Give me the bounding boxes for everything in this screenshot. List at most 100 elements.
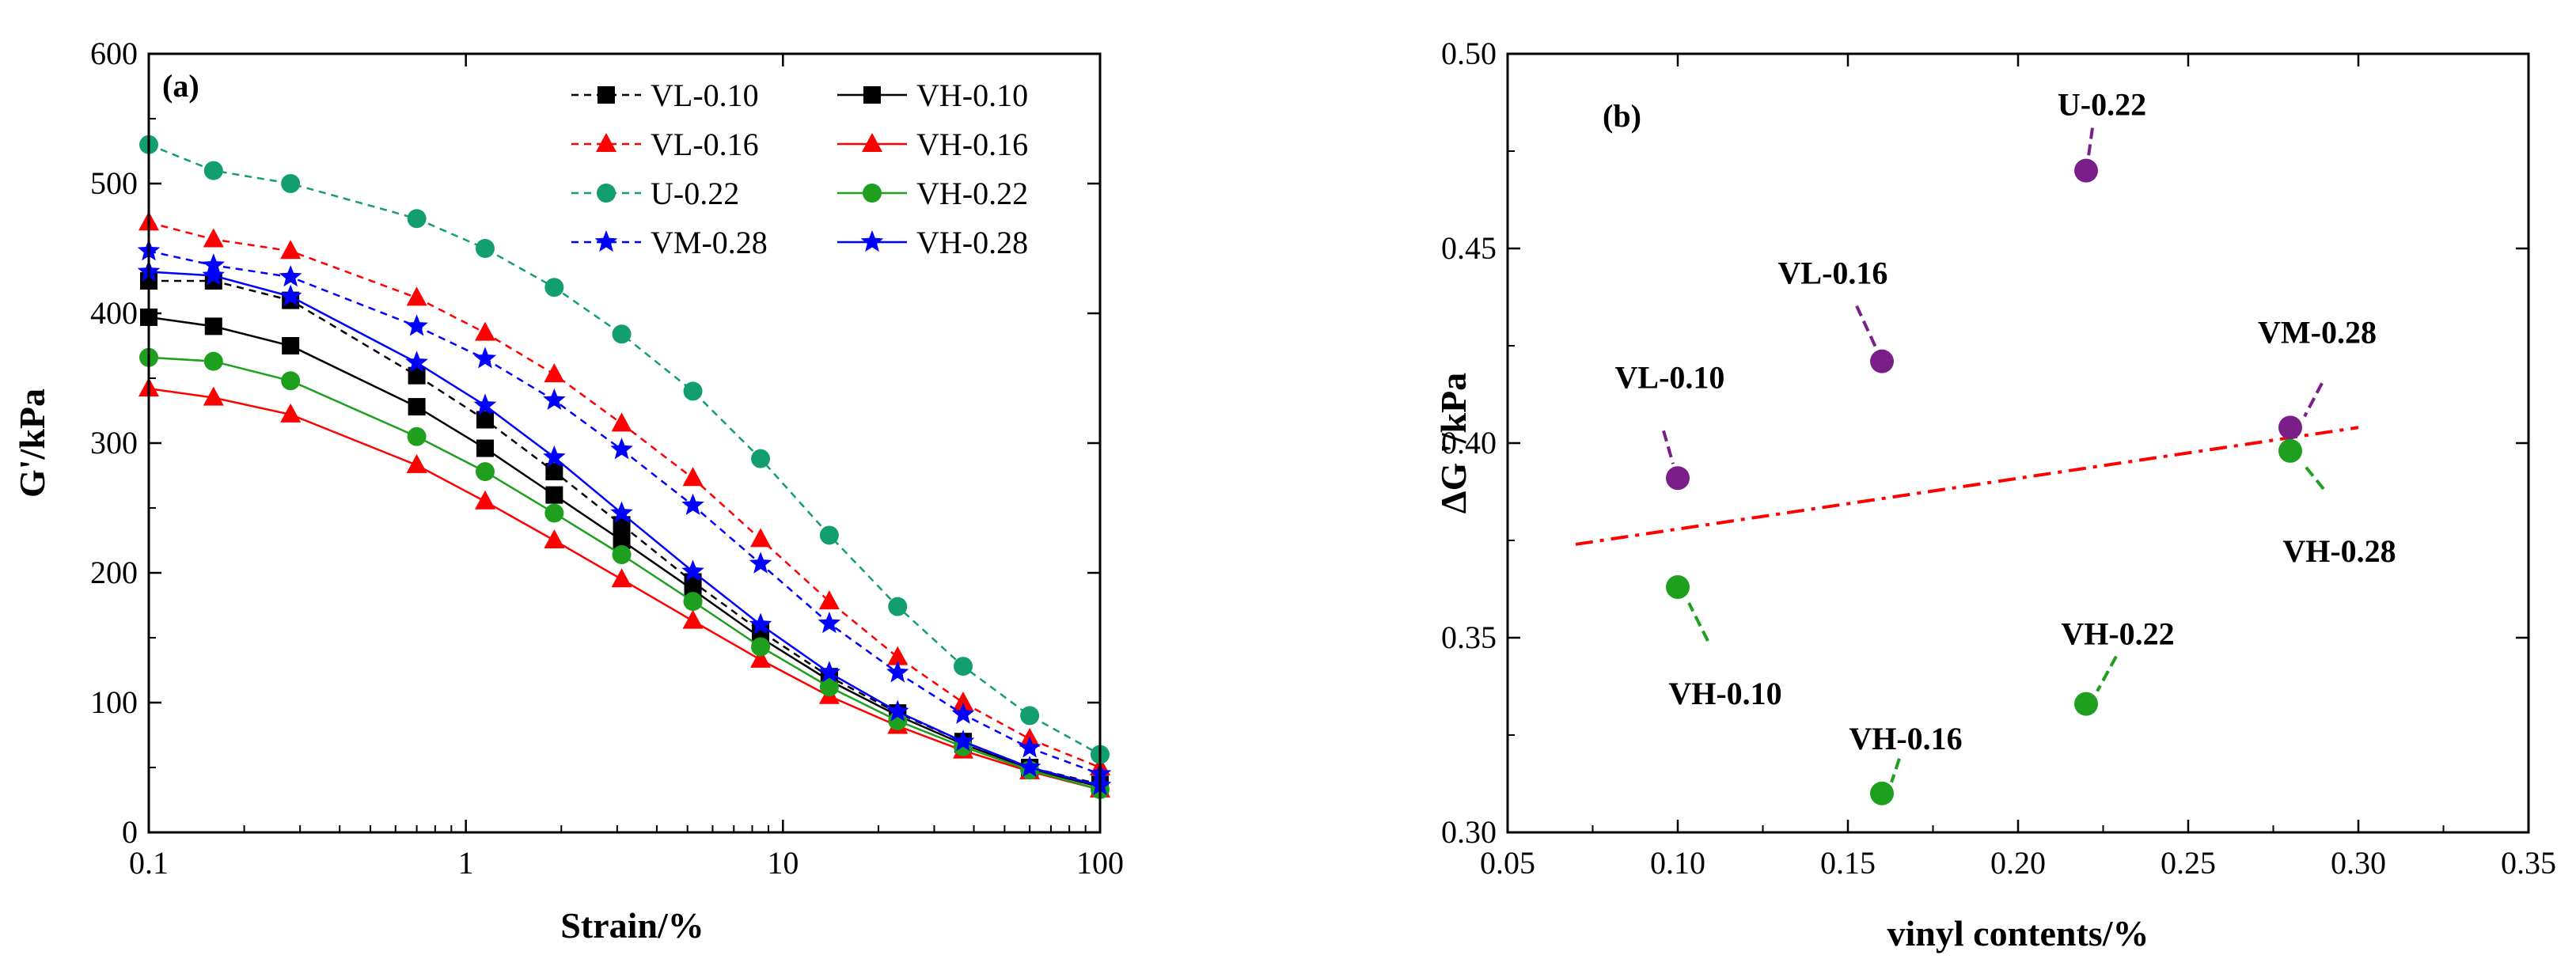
legend-label: VH-0.16 <box>916 127 1028 162</box>
data-point <box>952 692 973 711</box>
data-point <box>281 371 301 391</box>
data-point <box>1018 736 1041 758</box>
series-line <box>148 271 1101 787</box>
series-line <box>148 387 1101 791</box>
data-point <box>282 337 300 354</box>
legend-marker <box>596 133 616 152</box>
series-VL-0.16 <box>138 211 1110 775</box>
data-point <box>749 551 772 574</box>
point-label: VL-0.16 <box>1778 256 1888 291</box>
series-VM-0.28 <box>137 239 1112 784</box>
y-tick-label-b: 0.35 <box>1441 620 1497 655</box>
legend-marker <box>860 230 884 252</box>
legend-item-U-0.22: U-0.22 <box>571 176 739 211</box>
data-point <box>819 525 839 545</box>
data-point <box>951 702 975 724</box>
data-point <box>610 501 633 523</box>
data-point <box>279 284 302 306</box>
data-point <box>611 412 632 432</box>
legend-marker <box>597 184 616 203</box>
data-point <box>408 398 426 416</box>
data-point <box>474 490 495 510</box>
data-point <box>887 646 909 665</box>
data-point <box>408 366 426 385</box>
data-point <box>1020 706 1040 726</box>
data-point <box>682 609 704 629</box>
y-tick-label-a: 300 <box>90 425 138 460</box>
data-point <box>2074 692 2098 716</box>
data-point <box>203 386 224 406</box>
panel-b: 0.30 0.35 0.40 0.45 0.50 0.05 0.10 0.15 0.20 0.25… <box>1433 36 2556 953</box>
x-tick-label-a: 10 <box>767 845 799 881</box>
data-point <box>2278 415 2302 440</box>
point-label: VH-0.28 <box>2282 533 2396 569</box>
y-tick-label-b: 0.30 <box>1441 814 1497 850</box>
data-point <box>818 612 841 634</box>
data-point <box>203 351 223 371</box>
data-point <box>473 393 497 415</box>
data-point <box>476 439 494 457</box>
x-tick-label-a: 1 <box>458 845 474 881</box>
legend-a: VL-0.10 VH-0.10 VL-0.16 VH-0.16 U-0.22 VH-0.2… <box>571 78 1028 260</box>
legend-marker <box>862 133 882 152</box>
legend-marker <box>863 86 881 104</box>
x-tick-label-b: 0.05 <box>1480 845 1535 881</box>
legend-marker <box>863 184 882 203</box>
data-point <box>1870 349 1894 373</box>
data-point <box>611 568 632 588</box>
point-VL-0.10: VL-0.10 <box>1615 359 1724 491</box>
x-tick-label-a: 100 <box>1076 845 1124 881</box>
x-tick-label-b: 0.10 <box>1650 845 1705 881</box>
point-VH-0.10: VH-0.10 <box>1666 575 1782 711</box>
x-tick-label-b: 0.20 <box>1990 845 2046 881</box>
data-point <box>751 449 771 468</box>
data-point <box>750 528 772 548</box>
x-tick-label-b: 0.30 <box>2331 845 2386 881</box>
series-line <box>148 143 1101 756</box>
plot-frame-b <box>1506 52 2530 834</box>
point-VL-0.16: VL-0.16 <box>1778 256 1894 373</box>
data-point <box>405 314 428 336</box>
data-point <box>406 453 427 473</box>
data-point <box>544 503 564 523</box>
y-tick-label-b: 0.40 <box>1441 425 1497 460</box>
data-point <box>545 463 563 481</box>
fit-line <box>1575 426 2359 546</box>
data-point <box>613 532 631 549</box>
data-point <box>543 388 566 410</box>
y-tick-label-a: 400 <box>90 295 138 331</box>
legend-label: VH-0.28 <box>916 225 1028 260</box>
data-point <box>749 612 772 635</box>
data-point <box>2278 438 2302 463</box>
legend-label: VH-0.10 <box>916 78 1028 113</box>
data-point <box>1018 756 1041 778</box>
point-VH-0.22: VH-0.22 <box>2061 616 2175 716</box>
data-point <box>406 286 427 306</box>
data-point <box>1666 466 1690 491</box>
x-tick-label-b: 0.35 <box>2501 845 2556 881</box>
data-point <box>751 637 771 657</box>
legend-marker <box>594 230 618 252</box>
data-point <box>280 240 302 260</box>
legend-marker <box>598 86 615 104</box>
legend-label: U-0.22 <box>651 176 739 211</box>
point-label: U-0.22 <box>2058 87 2146 123</box>
leader-line <box>2301 462 2325 491</box>
legend-label: VL-0.16 <box>651 127 759 162</box>
y-tick-label-b: 0.45 <box>1441 230 1497 266</box>
legend-label: VL-0.10 <box>651 78 759 113</box>
data-point <box>474 321 495 341</box>
data-point <box>1870 781 1894 805</box>
data-point <box>202 263 225 286</box>
plot-frame-a <box>147 52 1102 834</box>
data-point <box>476 411 494 429</box>
data-point <box>612 324 632 344</box>
data-point <box>612 545 632 565</box>
y-tick-label-a: 100 <box>90 684 138 720</box>
data-point <box>204 317 222 335</box>
leader-line <box>2303 382 2324 418</box>
y-tick-label-a: 200 <box>90 555 138 590</box>
data-point <box>1666 575 1690 600</box>
leader-line <box>1855 305 1877 348</box>
